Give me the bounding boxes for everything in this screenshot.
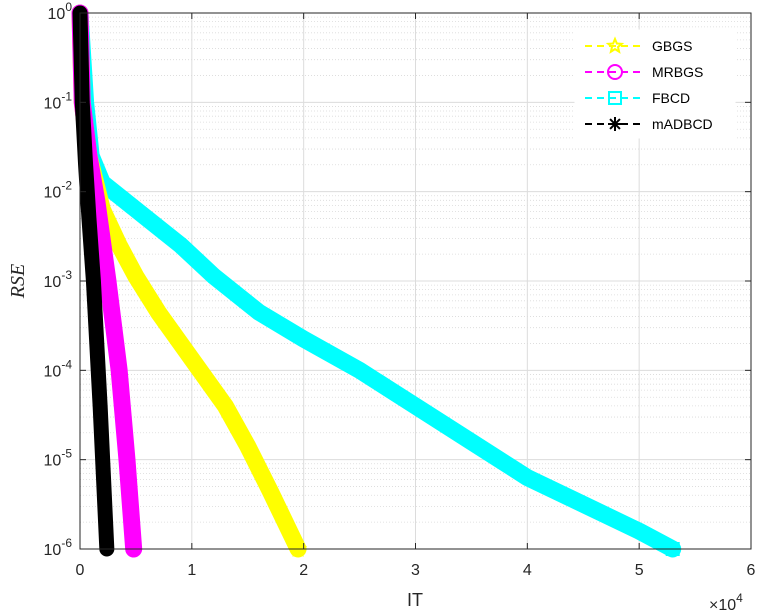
x-multiplier-exp: 4 [736, 591, 743, 605]
y-tick-exp: 0 [65, 0, 72, 14]
y-tick-label: 10-2 [44, 179, 73, 202]
y-tick-exp: -4 [61, 357, 72, 371]
y-tick-exp: -6 [61, 536, 72, 550]
legend-box [574, 29, 736, 139]
y-tick-base: 10 [44, 542, 62, 559]
legend-marker-madbcd [608, 117, 622, 131]
x-multiplier: ×104 [709, 591, 743, 614]
legend-marker-fbcd [608, 91, 622, 105]
y-tick-label: 10-4 [44, 357, 73, 380]
asterisk-stroke [609, 118, 621, 130]
legend-label-gbgs: GBGS [652, 38, 692, 54]
legend-marker-gbgs [605, 36, 625, 54]
y-tick-base: 10 [44, 363, 62, 380]
y-axis-label: RSE [7, 264, 29, 299]
x-multiplier-base: ×10 [709, 597, 736, 614]
legend-label-madbcd: mADBCD [652, 116, 713, 132]
x-tick-label: 5 [635, 562, 644, 579]
legend-label-mrbgs: MRBGS [652, 64, 703, 80]
x-tick-label: 3 [411, 562, 420, 579]
y-tick-exp: -1 [61, 89, 72, 103]
y-tick-label: 10-6 [44, 536, 73, 559]
x-tick-label: 1 [187, 562, 196, 579]
x-tick-label: 4 [523, 562, 532, 579]
legend-label-fbcd: FBCD [652, 90, 690, 106]
y-tick-exp: -2 [61, 179, 72, 193]
legend: GBGS MRBGS FBCD mADBCD [574, 29, 736, 139]
y-tick-label: 10-5 [44, 447, 73, 470]
y-tick-label: 10-1 [44, 89, 73, 112]
series-layer [71, 4, 682, 558]
x-axis-label: IT [407, 590, 423, 610]
x-tick-label: 6 [747, 562, 756, 579]
y-tick-base: 10 [44, 185, 62, 202]
y-tick-base: 10 [44, 453, 62, 470]
y-tick-base: 10 [48, 6, 66, 23]
y-tick-exp: -3 [61, 268, 72, 282]
y-tick-label: 10-3 [44, 268, 73, 291]
legend-marker-mrbgs [607, 64, 623, 80]
y-tick-label: 100 [48, 0, 73, 23]
y-tick-base: 10 [44, 274, 62, 291]
x-tick-label: 2 [299, 562, 308, 579]
x-tick-labels: 0 1 2 3 4 5 6 [76, 562, 756, 579]
tick-marks [79, 12, 752, 550]
y-tick-base: 10 [44, 95, 62, 112]
series-line-madbcd [72, 5, 115, 557]
x-tick-label: 0 [76, 562, 85, 579]
y-tick-exp: -5 [61, 447, 72, 461]
series-endpoint-gbgs [288, 539, 308, 557]
